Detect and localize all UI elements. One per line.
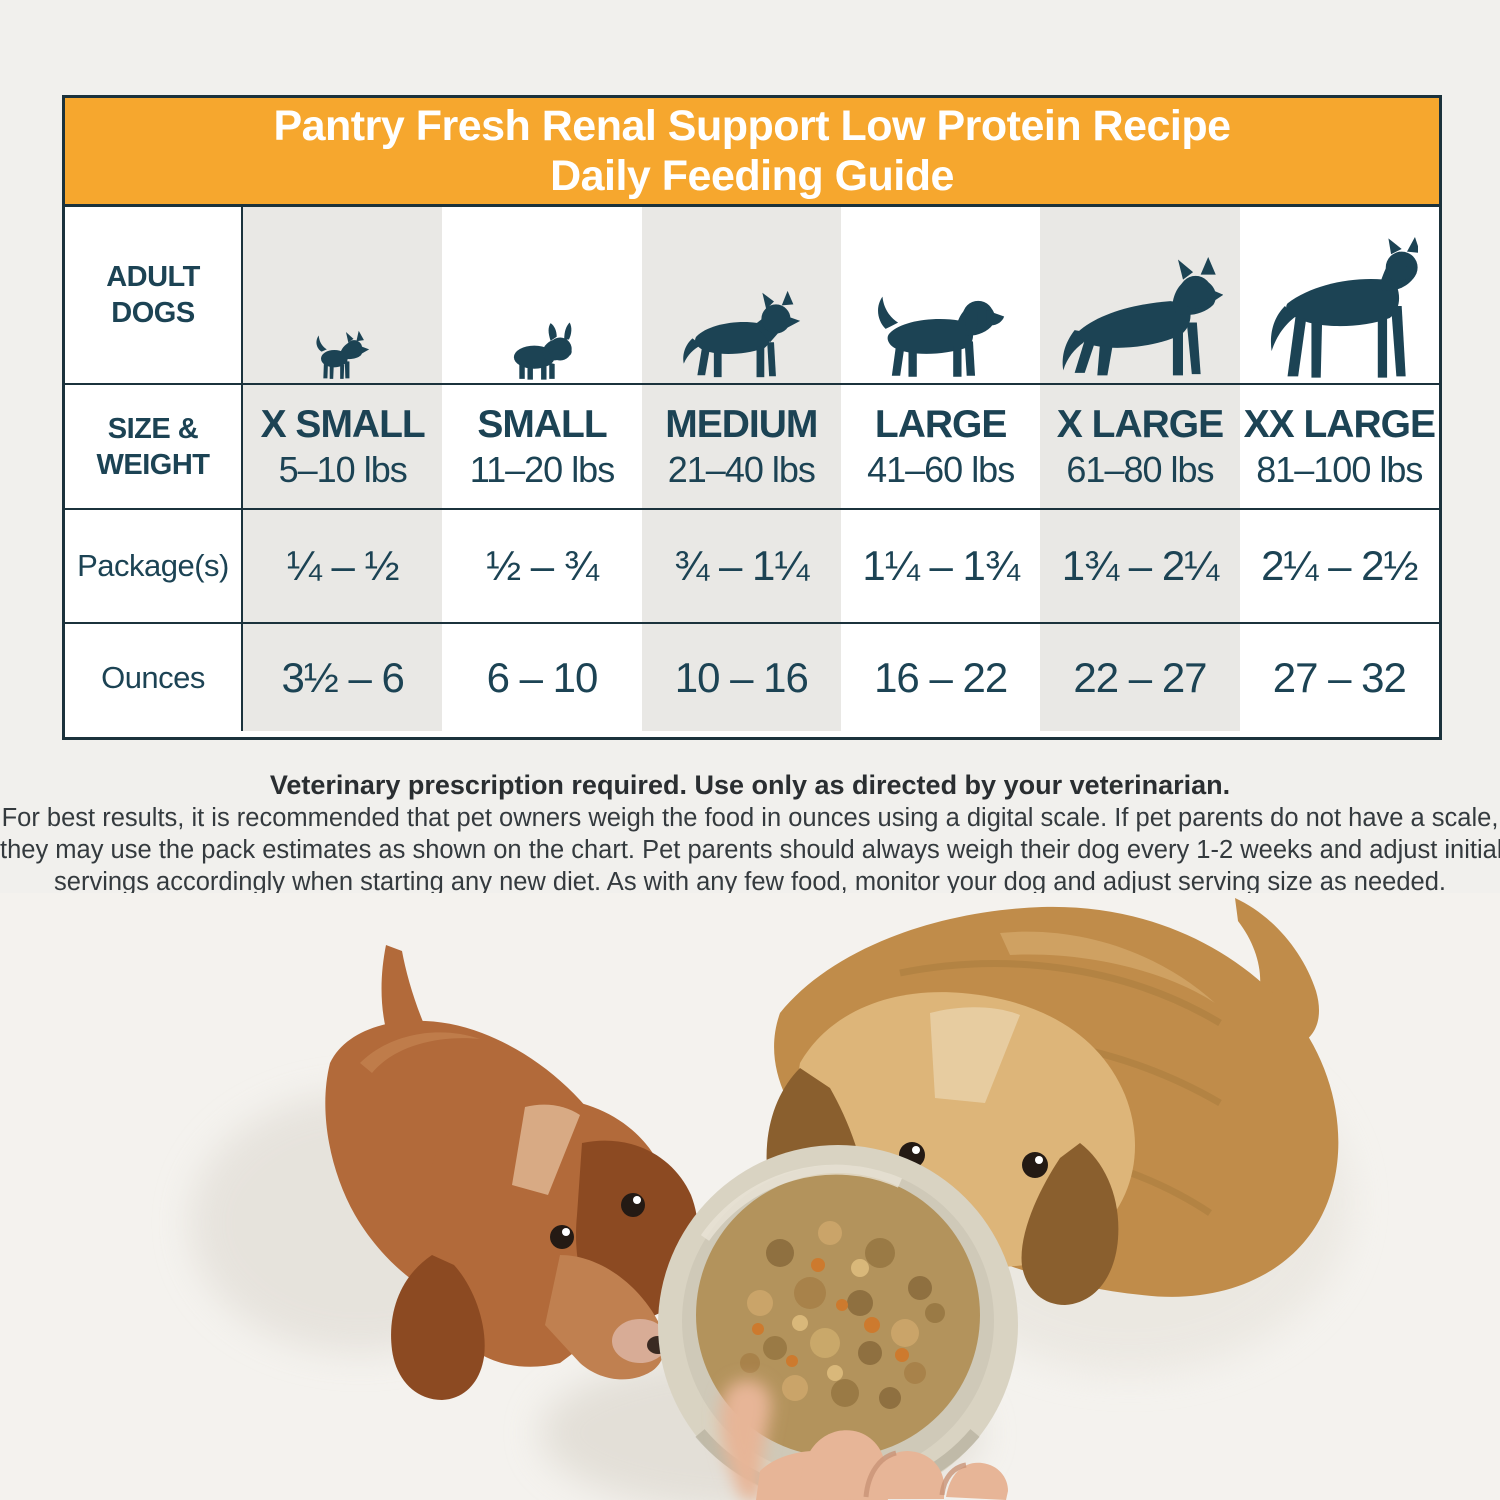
left-dog-left-eye bbox=[550, 1225, 574, 1249]
row-label-adult-dogs: ADULT DOGS bbox=[65, 207, 243, 383]
title-banner: Pantry Fresh Renal Support Low Protein R… bbox=[65, 98, 1439, 207]
cell-packages-large: 1¼ – 1¾ bbox=[862, 542, 1019, 589]
disclaimer-line-1: For best results, it is recommended that… bbox=[1, 804, 1499, 832]
title-line-2: Daily Feeding Guide bbox=[550, 152, 954, 200]
cell-packages-small: ½ – ¾ bbox=[486, 542, 599, 589]
row-size-weight: SIZE & WEIGHT X SMALL 5–10 lbs SMALL 11–… bbox=[65, 383, 1439, 508]
cell-ounces-x-large: 22 – 27 bbox=[1040, 624, 1240, 731]
cell-ounces-medium: 10 – 16 bbox=[641, 624, 841, 731]
cell-icon-small bbox=[442, 207, 641, 383]
left-dog bbox=[325, 945, 699, 1400]
chihuahua-icon bbox=[316, 330, 370, 379]
disclaimer: Veterinary prescription required. Use on… bbox=[0, 768, 1500, 898]
cell-icon-x-large bbox=[1040, 207, 1240, 383]
cell-packages-medium: ¾ – 1¼ bbox=[641, 510, 841, 622]
cell-ounces-x-small: 3½ – 6 bbox=[243, 624, 443, 731]
german-shepherd-icon bbox=[1062, 257, 1224, 376]
cell-icon-xx-large bbox=[1240, 207, 1439, 383]
disclaimer-line-3: servings accordingly when starting any n… bbox=[54, 868, 1446, 896]
food-texture bbox=[740, 1221, 945, 1409]
row-ounces: Ounces 3½ – 6 6 – 10 10 – 16 16 – 22 22 … bbox=[65, 622, 1439, 731]
french-bulldog-icon bbox=[513, 322, 572, 380]
hand-fingers bbox=[756, 1430, 1008, 1500]
cell-packages-x-small: ¼ – ½ bbox=[243, 510, 443, 622]
great-dane-icon bbox=[1270, 237, 1418, 378]
right-dog-right-eye bbox=[1022, 1152, 1048, 1178]
left-dog-right-eye bbox=[621, 1193, 645, 1217]
right-dog-right-ear bbox=[1021, 1143, 1119, 1305]
cell-packages-x-large: 1¾ – 2¼ bbox=[1040, 510, 1240, 622]
cell-icon-x-small bbox=[243, 207, 443, 383]
cell-ounces-large: 16 – 22 bbox=[874, 653, 1008, 701]
dogs-photo bbox=[0, 893, 1500, 1500]
cell-size-xx-large: XX LARGE 81–100 lbs bbox=[1243, 402, 1436, 490]
cell-size-x-large: X LARGE 61–80 lbs bbox=[1040, 385, 1240, 508]
labrador-icon bbox=[877, 296, 1005, 377]
cell-size-medium: MEDIUM 21–40 lbs bbox=[641, 385, 841, 508]
cell-ounces-small: 6 – 10 bbox=[486, 653, 599, 701]
cell-size-large: LARGE 41–60 lbs bbox=[867, 402, 1015, 490]
bowl-food bbox=[696, 1173, 980, 1457]
hand bbox=[720, 1379, 772, 1500]
row-adult-dogs: ADULT DOGS bbox=[65, 207, 1439, 383]
cell-size-x-small: X SMALL 5–10 lbs bbox=[243, 385, 443, 508]
row-label-ounces: Ounces bbox=[65, 624, 243, 731]
hand-thumb bbox=[720, 1379, 772, 1500]
cell-ounces-xx-large: 27 – 32 bbox=[1272, 653, 1407, 701]
left-dog-left-ear bbox=[391, 1255, 485, 1400]
disclaimer-bold-line: Veterinary prescription required. Use on… bbox=[269, 770, 1231, 800]
cell-size-small: SMALL 11–20 lbs bbox=[469, 402, 615, 490]
cell-packages-xx-large: 2¼ – 2½ bbox=[1261, 542, 1418, 589]
row-packages: Package(s) ¼ – ½ ½ – ¾ ¾ – 1¼ 1¼ – 1¾ 1¾… bbox=[65, 508, 1439, 622]
cell-icon-large bbox=[841, 207, 1040, 383]
pit-bull-icon bbox=[683, 290, 801, 378]
row-label-packages: Package(s) bbox=[65, 510, 243, 622]
title-line-1: Pantry Fresh Renal Support Low Protein R… bbox=[273, 102, 1231, 150]
disclaimer-line-2: they may use the pack estimates as shown… bbox=[0, 836, 1500, 864]
cell-icon-medium bbox=[641, 207, 841, 383]
feeding-guide-table: Pantry Fresh Renal Support Low Protein R… bbox=[62, 95, 1442, 740]
row-label-size-weight: SIZE & WEIGHT bbox=[65, 385, 243, 508]
